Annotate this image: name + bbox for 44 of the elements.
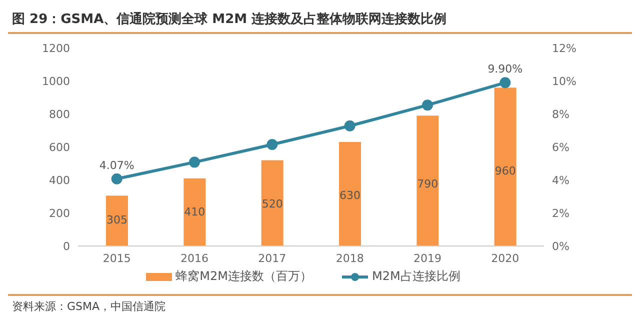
y2-tick-label: 6%	[552, 140, 570, 154]
y-tick-label: 400	[49, 174, 70, 187]
data-label: 9.90%	[488, 62, 523, 76]
x-tick-label: 2016	[180, 252, 208, 265]
legend-label: M2M占连接比例	[372, 268, 460, 285]
point	[344, 120, 356, 132]
legend-label: 蜂窝M2M连接数（百万）	[176, 268, 312, 285]
point	[422, 100, 433, 111]
x-tick-label: 2019	[414, 252, 442, 265]
data-label: 960	[494, 164, 516, 178]
chart-title: 图 29：GSMA、信通院预测全球 M2M 连接数及占整体物联网连接数比例	[8, 8, 632, 34]
point	[189, 156, 200, 168]
y-tick-label: 1200	[42, 42, 70, 55]
y-tick-label: 1000	[42, 74, 70, 88]
data-label: 790	[417, 177, 438, 190]
bar	[184, 178, 206, 246]
y-tick-label: 200	[49, 206, 70, 220]
data-label: 520	[262, 197, 283, 210]
y2-tick-label: 4%	[552, 174, 570, 187]
y2-tick-label: 12%	[552, 42, 576, 55]
bar	[261, 160, 284, 246]
point	[111, 173, 122, 184]
text: 资料来源：GSMA，中国信通院	[12, 299, 167, 314]
data-label: 630	[340, 189, 360, 202]
bar	[106, 196, 128, 246]
x-tick-label: 2018	[336, 252, 364, 265]
data-label: 4.07%	[99, 158, 134, 172]
data-label: 305	[106, 213, 128, 226]
y-tick-label: 600	[49, 140, 70, 154]
bar	[494, 88, 516, 246]
point	[266, 139, 278, 150]
x-tick-label: 2015	[102, 252, 131, 265]
y2-tick-label: 2%	[552, 206, 570, 220]
y2-tick-label: 10%	[552, 74, 576, 88]
y-tick-label: 800	[49, 108, 70, 121]
x-tick-label: 2017	[258, 252, 286, 265]
y2-tick-label: 0%	[552, 240, 570, 253]
y-tick-label: 0	[63, 240, 70, 253]
bar	[339, 142, 361, 246]
point	[500, 77, 511, 88]
bar	[416, 116, 439, 246]
data-label: 410	[184, 206, 206, 219]
y2-tick-label: 8%	[552, 108, 570, 121]
x-tick-label: 2020	[491, 252, 520, 265]
